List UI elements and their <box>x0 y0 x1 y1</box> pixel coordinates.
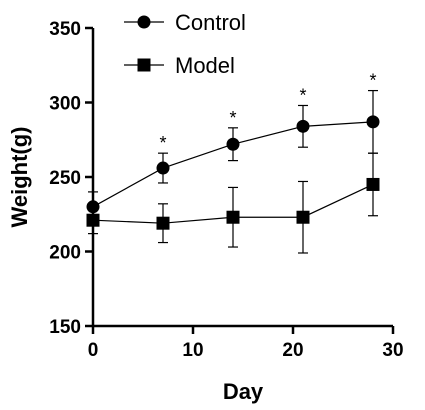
x-axis-ticks: 0 10 20 30 <box>88 326 404 361</box>
data-point <box>296 119 310 133</box>
significance-marker: * <box>159 133 166 153</box>
legend-marker <box>137 15 151 29</box>
data-point <box>296 210 310 224</box>
legend: Control Model <box>124 10 246 78</box>
y-tick-label: 250 <box>49 168 81 189</box>
x-axis-title: Day <box>223 379 264 404</box>
x-tick-label: 20 <box>282 340 303 361</box>
data-point <box>226 210 240 224</box>
y-axis-title: Weight(g) <box>7 126 32 227</box>
data-point <box>226 137 240 151</box>
y-tick-label: 300 <box>49 94 81 115</box>
legend-marker <box>137 58 151 72</box>
data-point <box>86 213 100 227</box>
axes: 150 200 250 300 350 0 10 20 30 Weight(g) Day <box>7 19 404 404</box>
significance-marker: * <box>299 85 306 105</box>
data-point <box>366 177 380 191</box>
annotations: * * * * <box>159 71 376 154</box>
legend-label: Control <box>175 10 246 35</box>
legend-item-control: Control <box>124 10 246 35</box>
y-tick-label: 150 <box>49 317 81 338</box>
data-point <box>156 216 170 230</box>
data-point <box>156 161 170 175</box>
x-tick-label: 0 <box>88 340 99 361</box>
series-model <box>86 152 380 254</box>
legend-label: Model <box>175 53 235 78</box>
y-tick-label: 350 <box>49 19 81 40</box>
significance-marker: * <box>229 108 236 128</box>
legend-item-model: Model <box>124 53 235 78</box>
x-tick-label: 10 <box>182 340 203 361</box>
series <box>86 89 380 254</box>
data-point <box>366 115 380 129</box>
significance-marker: * <box>369 71 376 91</box>
y-tick-label: 200 <box>49 243 81 264</box>
x-tick-label: 30 <box>382 340 403 361</box>
y-axis-ticks: 150 200 250 300 350 <box>49 19 93 338</box>
